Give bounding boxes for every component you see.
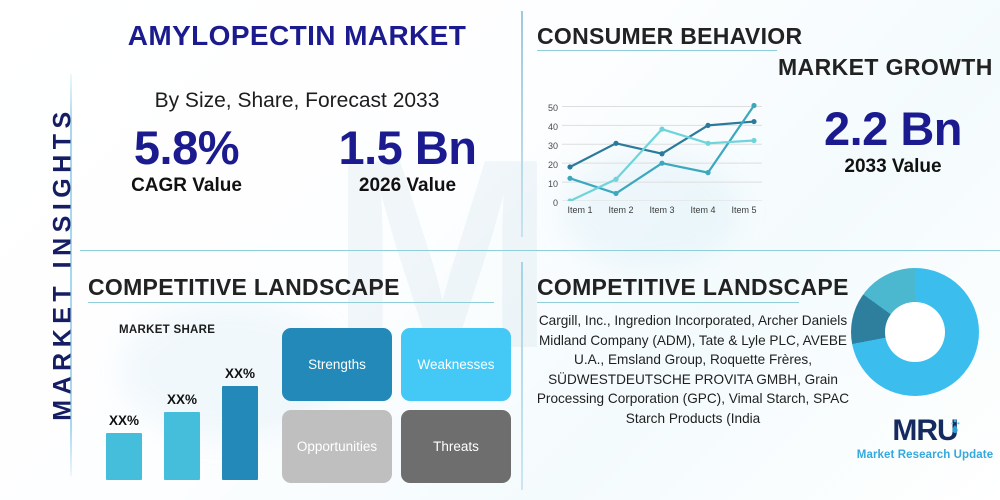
line-chart-x-tick: Item 2 xyxy=(608,205,634,215)
headline-stats: 5.8% CAGR Value 1.5 Bn 2026 Value xyxy=(76,121,518,197)
company-list: Cargill, Inc., Ingredion Incorporated, A… xyxy=(536,313,850,426)
line-chart-x-axis: Item 1 Item 2 Item 3 Item 4 Item 5 xyxy=(560,205,764,215)
line-chart-point xyxy=(613,176,619,182)
line-chart-point xyxy=(567,198,573,204)
stat-2033: 2.2 Bn 2033 Value xyxy=(788,102,998,178)
line-chart-x-tick: Item 1 xyxy=(567,205,593,215)
stat-2026: 1.5 Bn 2026 Value xyxy=(303,121,513,197)
line-chart-y-tick: 10 xyxy=(547,179,558,190)
logo-mark: MRU xyxy=(892,414,960,447)
market-growth-heading: MARKET GROWTH xyxy=(778,54,993,80)
logo-tagline: Market Research Update xyxy=(856,449,994,461)
competitive-landscape-left-panel: COMPETITIVE LANDSCAPE MARKET SHARE XX% XX… xyxy=(86,256,518,500)
stat-2026-label: 2026 Value xyxy=(358,174,457,196)
divider-horizontal xyxy=(80,250,1000,251)
line-chart-y-tick: 50 xyxy=(547,103,558,114)
bar-chart-bar xyxy=(164,412,200,480)
stat-2033-value: 2.2 Bn xyxy=(823,102,963,155)
stat-2026-value: 1.5 Bn xyxy=(338,121,477,174)
bar-chart-value-label: XX% xyxy=(166,392,197,407)
line-chart-point xyxy=(613,140,619,146)
line-chart-point xyxy=(705,170,711,176)
line-chart-plot xyxy=(562,97,762,204)
consumer-behavior-panel: CONSUMER BEHAVIOR MARKET GROWTH 2.2 Bn 2… xyxy=(533,0,1000,248)
competitive-right-rule xyxy=(537,302,799,303)
line-chart-x-tick: Item 5 xyxy=(731,205,757,215)
line-chart-point xyxy=(659,160,665,166)
line-chart-x-tick: Item 3 xyxy=(649,205,675,215)
brand-logo: MRU Market Research Update xyxy=(855,414,995,462)
line-chart-point xyxy=(705,140,711,146)
line-chart-point xyxy=(567,175,573,181)
swot-cell-opportunities[interactable]: Opportunities xyxy=(282,410,392,483)
bar-chart-bar-group: XX% xyxy=(222,366,258,480)
line-chart-y-tick: 40 xyxy=(547,122,558,133)
side-label-market-insights: MARKET INSIGHTS xyxy=(48,106,77,421)
page-title: AMYLOPECTIN MARKET xyxy=(127,20,467,51)
page-subtitle: By Size, Share, Forecast 2033 xyxy=(154,89,440,112)
bar-chart-bar-group: XX% xyxy=(106,413,142,480)
line-chart-point xyxy=(613,190,619,197)
competitive-left-heading: COMPETITIVE LANDSCAPE xyxy=(88,274,400,300)
stat-cagr: 5.8% CAGR Value xyxy=(82,121,292,197)
line-chart-point xyxy=(659,151,665,157)
logo-droplet-icon xyxy=(949,411,961,434)
line-chart-point xyxy=(751,118,757,125)
line-chart: 0 10 20 30 40 50 Item 1 Item 2 Item 3 Item 4 Item… xyxy=(536,93,766,221)
competitive-landscape-right-panel: COMPETITIVE LANDSCAPE Cargill, Inc., Ing… xyxy=(533,256,1000,500)
swot-cell-weaknesses[interactable]: Weaknesses xyxy=(401,328,511,401)
swot-cell-threats[interactable]: Threats xyxy=(401,410,511,483)
stat-cagr-label: CAGR Value xyxy=(131,174,242,196)
bar-chart-bar xyxy=(106,433,142,480)
competitive-right-heading: COMPETITIVE LANDSCAPE xyxy=(537,274,849,300)
bar-chart-value-label: XX% xyxy=(108,413,139,428)
divider-vertical-left xyxy=(70,74,72,476)
consumer-behavior-rule xyxy=(537,50,777,51)
line-chart-y-tick: 20 xyxy=(547,160,558,171)
title-panel: AMYLOPECTIN MARKET By Size, Share, Forec… xyxy=(76,0,518,248)
swot-cell-strengths[interactable]: Strengths xyxy=(282,328,392,401)
line-chart-y-tick: 0 xyxy=(552,198,558,208)
donut-chart xyxy=(851,268,987,404)
bar-chart-value-label: XX% xyxy=(224,366,255,381)
consumer-behavior-heading: CONSUMER BEHAVIOR xyxy=(537,23,803,49)
line-chart-y-axis: 0 10 20 30 40 50 xyxy=(536,99,558,208)
line-chart-point xyxy=(751,102,757,109)
line-chart-svg xyxy=(562,102,762,204)
line-chart-point xyxy=(567,164,573,170)
bar-chart: XX% XX% XX% xyxy=(106,340,296,480)
stat-2033-label: 2033 Value xyxy=(844,155,942,177)
line-chart-point xyxy=(751,137,757,144)
divider-vertical-center-bottom xyxy=(521,262,523,490)
line-chart-point xyxy=(705,122,711,128)
line-chart-series xyxy=(568,104,756,195)
logo-mark-text: MRU xyxy=(892,414,958,447)
bar-chart-bar xyxy=(222,386,258,480)
line-chart-x-tick: Item 4 xyxy=(690,205,716,215)
market-share-label: MARKET SHARE xyxy=(119,324,216,336)
divider-vertical-center-top xyxy=(521,11,523,237)
competitive-left-rule xyxy=(88,302,494,303)
stat-cagr-value: 5.8% xyxy=(133,121,240,174)
line-chart-y-tick: 30 xyxy=(547,141,558,152)
swot-matrix: Strengths Weaknesses Opportunities Threats xyxy=(282,328,514,483)
line-chart-point xyxy=(659,126,665,132)
donut-chart-hole xyxy=(885,302,945,362)
bar-chart-bar-group: XX% xyxy=(164,392,200,480)
